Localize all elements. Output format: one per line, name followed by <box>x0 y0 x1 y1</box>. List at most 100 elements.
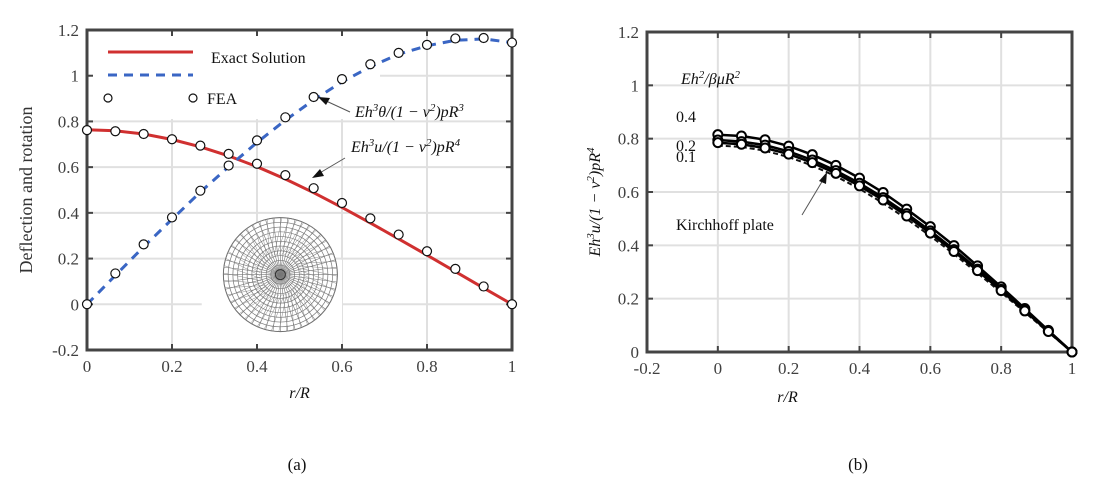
fea-marker <box>421 246 433 257</box>
axes-box <box>85 28 514 352</box>
mesh-spoke <box>258 221 281 275</box>
annotation-arrow-line <box>317 157 346 175</box>
series-marker <box>877 194 889 206</box>
y-tick-label: 0.8 <box>618 130 639 149</box>
fea-marker <box>223 160 234 171</box>
x-tick-label: 0.6 <box>920 359 941 378</box>
mesh-spoke <box>280 221 303 275</box>
fea-marker <box>166 212 178 223</box>
mesh-spoke <box>280 274 334 297</box>
fea-marker <box>251 158 263 169</box>
fea-marker <box>81 125 93 136</box>
series-line-0.1 <box>717 141 1073 353</box>
x-tick-label: 1 <box>1068 359 1077 378</box>
mesh-diagonal <box>291 240 327 259</box>
mesh-diagonal <box>246 228 265 264</box>
mesh-spoke <box>280 234 321 275</box>
fea-marker <box>110 268 121 279</box>
fea-marker <box>393 229 404 240</box>
mesh-spoke <box>245 229 281 275</box>
mesh-spoke <box>223 274 281 283</box>
mesh-diagonal <box>299 278 330 305</box>
mesh-diagonal <box>225 258 261 277</box>
annotation-rotation: Eh3θ/(1 − ν2)pR3 <box>354 102 464 121</box>
fea-marker <box>336 74 348 85</box>
y-tick-label: 0.4 <box>618 236 640 255</box>
y-tick-label: 0.6 <box>618 183 639 202</box>
y-tick-label: 0.4 <box>58 204 80 223</box>
mesh-spoke <box>245 274 281 320</box>
annotation-arrow-line <box>323 99 351 113</box>
mesh-spoke <box>280 239 326 275</box>
mesh-spoke <box>225 274 281 290</box>
mesh-spoke <box>251 225 281 275</box>
mesh-spoke <box>280 259 336 275</box>
mesh-spoke <box>234 239 281 275</box>
mesh-spoke <box>258 274 281 328</box>
mesh-spoke <box>272 218 281 275</box>
fea-marker <box>478 281 489 292</box>
series-marker <box>830 167 842 179</box>
mesh-diagonal <box>278 219 297 255</box>
mesh-spoke <box>225 259 281 275</box>
series-marker <box>854 180 865 192</box>
mesh-diagonal <box>295 253 334 262</box>
fea-marker <box>166 134 178 145</box>
fea-marker <box>280 170 291 181</box>
mesh-diagonal <box>295 287 308 325</box>
mesh-diagonal <box>240 233 263 266</box>
y-axis-label: Deflection and rotation <box>16 107 36 274</box>
mesh-diagonal <box>299 270 337 284</box>
mesh-diagonal <box>293 247 331 260</box>
fea-marker <box>195 185 206 196</box>
series-marker <box>806 157 818 169</box>
mesh-diagonal <box>223 280 263 284</box>
mesh-diagonal <box>299 267 338 277</box>
exact-deflection-line <box>86 128 513 306</box>
mesh-diagonal <box>271 294 285 331</box>
mesh-diagonal <box>293 289 301 328</box>
fea-marker <box>308 91 319 103</box>
mesh-spoke <box>280 218 289 275</box>
fea-marker <box>251 135 263 146</box>
x-axis-label: r/R <box>777 389 798 406</box>
x-tick-label: 1 <box>508 357 517 376</box>
x-axis-label: r/R <box>289 385 310 402</box>
arrow-head-icon <box>819 172 827 184</box>
mesh-spoke <box>272 274 281 332</box>
y-axis-label: Eh3u/(1 − ν2)pR4 <box>585 147 604 258</box>
legend-label-fea: FEA <box>207 91 238 108</box>
mesh-diagonal <box>244 293 275 320</box>
mesh-spoke <box>227 252 281 275</box>
legend-title: Eh2/βμR2 <box>680 69 741 88</box>
x-tick-label: 0.2 <box>161 357 182 376</box>
mesh-spoke <box>280 252 334 275</box>
mesh-diagonal <box>273 217 283 256</box>
mesh-spoke <box>234 274 281 310</box>
chart-a: 0 0.2 0.4 0.6 0.8 1-0.200.20.40.60.811.2r/RDe… <box>16 21 518 402</box>
legend-box <box>90 33 380 119</box>
mesh-diagonal <box>298 283 320 317</box>
mesh-diagonal <box>296 285 315 321</box>
y-tick-label: 1 <box>71 67 80 86</box>
mesh-spoke <box>280 274 337 283</box>
mesh-diagonal <box>224 265 261 279</box>
fea-marker <box>308 183 319 194</box>
series-marker <box>948 245 960 257</box>
mesh-diagonal <box>224 285 264 289</box>
y-tick-label: 1 <box>631 76 640 95</box>
mesh-spoke <box>230 274 281 304</box>
mesh-spoke <box>280 274 321 316</box>
legend-marker <box>103 93 113 103</box>
fea-marker <box>138 128 149 140</box>
mesh-spoke <box>280 274 336 290</box>
series-marker <box>972 265 984 277</box>
mesh-spoke <box>280 274 310 325</box>
series-marker <box>759 142 771 154</box>
mesh-diagonal <box>235 238 262 269</box>
mesh-diagonal <box>296 261 336 264</box>
fea-marker <box>223 148 234 159</box>
chart-b: -0.2 0 0.2 0.4 0.6 0.8 100.20.40.60.811.2r/REh… <box>585 23 1078 406</box>
fea-marker <box>506 299 518 310</box>
legend-marker <box>188 93 198 103</box>
